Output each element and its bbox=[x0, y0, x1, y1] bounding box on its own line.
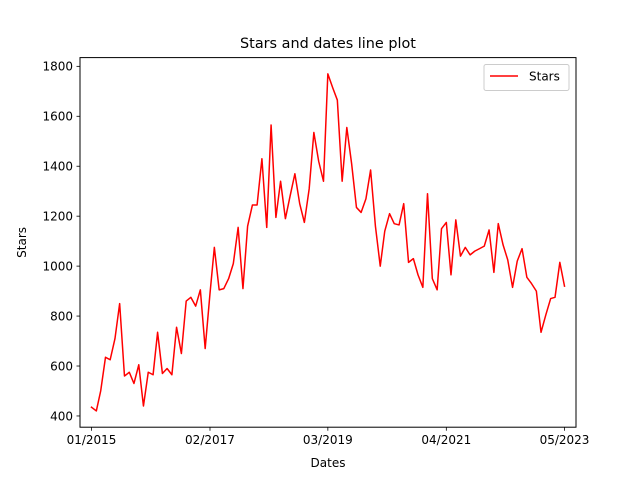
legend-label-stars: Stars bbox=[529, 70, 560, 84]
x-tick-label: 01/2015 bbox=[67, 433, 117, 447]
y-tick-label: 1200 bbox=[42, 209, 73, 223]
chart-title: Stars and dates line plot bbox=[240, 36, 416, 52]
legend: Stars bbox=[484, 65, 569, 91]
y-axis-label: Stars bbox=[15, 227, 29, 258]
y-tick-label: 1400 bbox=[42, 160, 73, 174]
x-tick-label: 04/2021 bbox=[421, 433, 471, 447]
y-tick-label: 600 bbox=[50, 359, 73, 373]
y-tick-label: 800 bbox=[50, 309, 73, 323]
y-tick-label: 1800 bbox=[42, 60, 73, 74]
x-tick-label: 03/2019 bbox=[303, 433, 353, 447]
y-tick-label: 1600 bbox=[42, 110, 73, 124]
y-tick-label: 400 bbox=[50, 409, 73, 423]
y-tick-label: 1000 bbox=[42, 259, 73, 273]
x-tick-label: 02/2017 bbox=[185, 433, 235, 447]
x-tick-label: 05/2023 bbox=[540, 433, 590, 447]
x-axis-label: Dates bbox=[311, 456, 346, 470]
